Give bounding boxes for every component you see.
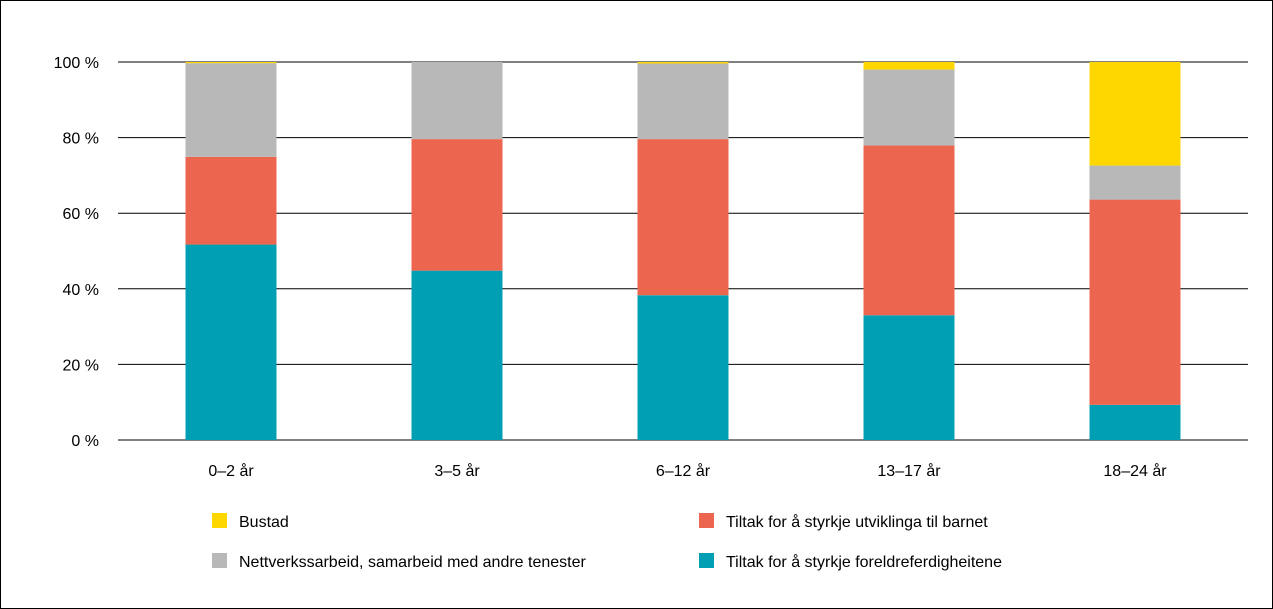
- bar-segment: [863, 62, 955, 70]
- x-tick-label: 6–12 år: [656, 462, 711, 480]
- bar-segment: [637, 139, 729, 296]
- x-tick-label: 0–2 år: [208, 462, 254, 480]
- y-tick-label: 60 %: [63, 206, 99, 223]
- legend-swatch: [212, 513, 227, 528]
- legend-label: Bustad: [239, 514, 289, 531]
- legend-label: Tiltak for å styrkje utviklinga til barn…: [726, 513, 988, 531]
- x-tick-label: 13–17 år: [877, 462, 941, 480]
- y-tick-label: 0 %: [71, 433, 99, 450]
- x-axis: 0–2 år 3–5 år 6–12 år 13–17 år 18–24 år: [208, 462, 1167, 480]
- bar-segment: [637, 295, 729, 440]
- bar-segment: [863, 145, 955, 316]
- x-tick-label: 3–5 år: [434, 462, 480, 480]
- x-tick-label: 18–24 år: [1103, 462, 1167, 480]
- legend-swatch: [212, 553, 227, 568]
- bar-segment: [185, 62, 277, 64]
- y-tick-label: 80 %: [63, 131, 99, 148]
- bar-segment: [1089, 165, 1181, 200]
- bar-segment: [1089, 62, 1181, 166]
- gridlines: [118, 61, 1248, 441]
- y-tick-label: 40 %: [63, 282, 99, 299]
- legend-label: Nettverkssarbeid, samarbeid med andre te…: [239, 554, 587, 571]
- bar-segment: [1089, 404, 1181, 440]
- legend-label: Tiltak for å styrkje foreldreferdigheite…: [726, 553, 1002, 571]
- bar-segment: [863, 315, 955, 440]
- bar-segment: [1089, 199, 1181, 405]
- bars: [185, 62, 1181, 440]
- bar-segment: [863, 69, 955, 146]
- bar-segment: [185, 63, 277, 157]
- legend-swatch: [699, 513, 714, 528]
- bar-segment: [185, 244, 277, 440]
- y-tick-label: 20 %: [63, 357, 99, 374]
- bar-segment: [411, 139, 503, 271]
- bar-segment: [185, 156, 277, 245]
- legend-swatch: [699, 553, 714, 568]
- legend: Bustad Tiltak for å styrkje utviklinga ti…: [212, 513, 1002, 571]
- bar-segment: [411, 62, 503, 140]
- y-tick-label: 100 %: [54, 55, 99, 72]
- bar-segment: [637, 63, 729, 140]
- bar-segment: [637, 62, 729, 64]
- bar-segment: [411, 270, 503, 440]
- y-axis: 0 % 20 % 40 % 60 % 80 % 100 %: [54, 55, 99, 450]
